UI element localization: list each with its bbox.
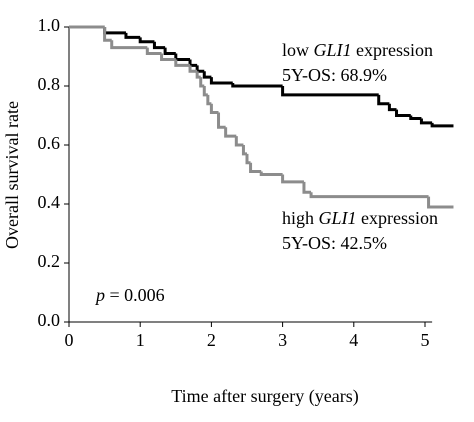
survival-step	[249, 162, 262, 174]
p-text: = 0.006	[105, 285, 165, 305]
survival-step	[209, 103, 219, 115]
x-axis-label: Time after surgery (years)	[171, 386, 358, 407]
survival-step	[224, 127, 237, 138]
y-tick-label: 0.0	[38, 310, 61, 330]
survival-step	[174, 59, 191, 67]
survival-step	[395, 109, 411, 117]
survival-step	[110, 40, 148, 50]
y-tick-label: 0.2	[38, 251, 61, 271]
survival-step	[309, 192, 429, 199]
legend-high: high GLI1 expression	[282, 208, 438, 228]
survival-step	[427, 196, 454, 209]
survival-step	[281, 86, 379, 97]
survival-step	[195, 65, 205, 73]
y-tick-label: 0.8	[38, 74, 61, 94]
y-tick-label: 0.6	[38, 133, 61, 153]
survival-step	[188, 65, 198, 73]
survival-step	[209, 77, 233, 85]
x-tick-label: 2	[207, 330, 216, 350]
survival-step	[202, 71, 212, 79]
survival-step	[377, 94, 390, 106]
survival-step	[174, 53, 191, 61]
survival-step	[124, 32, 141, 39]
os-low: 5Y-OS: 68.9%	[282, 65, 387, 85]
legend-text: expression	[357, 208, 438, 228]
x-tick-label: 5	[421, 330, 430, 350]
survival-step	[241, 145, 247, 156]
survival-step	[103, 27, 112, 42]
legend-text: expression	[352, 40, 433, 60]
x-tick-label: 4	[349, 330, 358, 350]
survival-step	[138, 37, 155, 44]
os-high: 5Y-OS: 42.5%	[282, 233, 387, 253]
y-axis-label: Overall survival rate	[2, 101, 22, 249]
survival-step	[419, 118, 433, 125]
survival-step	[152, 41, 166, 50]
survival-step	[387, 103, 397, 112]
survival-step	[160, 53, 176, 61]
survival-step	[259, 171, 283, 176]
survival-step	[206, 94, 212, 106]
legend-text: high	[282, 208, 319, 228]
survival-step	[202, 86, 208, 97]
x-tick-label: 1	[136, 330, 145, 350]
survival-step	[188, 59, 198, 67]
survival-step	[245, 153, 251, 165]
x-tick-label: 0	[65, 330, 74, 350]
survival-step	[231, 83, 283, 88]
survival-step	[302, 181, 312, 194]
legend-gene: GLI1	[319, 208, 357, 228]
survival-step	[145, 47, 162, 56]
survival-step	[409, 115, 422, 120]
legend-text: low	[282, 40, 314, 60]
p-symbol: p	[94, 285, 105, 305]
y-tick-label: 1.0	[38, 15, 61, 35]
p-value: p = 0.006	[94, 285, 165, 305]
legend-low: low GLI1 expression	[282, 40, 433, 60]
legend-gene: GLI1	[314, 40, 352, 60]
survival-step	[234, 136, 244, 147]
survival-step	[281, 174, 304, 184]
y-tick-label: 0.4	[38, 192, 61, 212]
survival-step	[103, 27, 126, 35]
survival-step	[163, 47, 176, 56]
x-tick-label: 3	[278, 330, 287, 350]
survival-step	[217, 112, 226, 129]
survival-step	[430, 122, 454, 128]
